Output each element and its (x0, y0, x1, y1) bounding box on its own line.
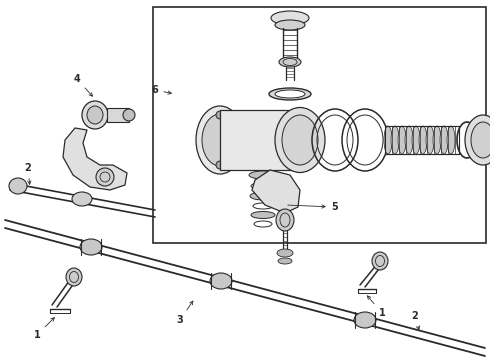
Ellipse shape (275, 90, 305, 98)
Text: 2: 2 (412, 311, 419, 329)
Ellipse shape (96, 168, 114, 186)
Ellipse shape (398, 126, 406, 154)
Text: 2: 2 (24, 163, 31, 184)
Ellipse shape (384, 126, 392, 154)
Ellipse shape (419, 126, 427, 154)
Ellipse shape (269, 88, 311, 100)
Ellipse shape (275, 108, 325, 172)
Ellipse shape (250, 192, 276, 200)
Ellipse shape (251, 212, 275, 219)
Ellipse shape (275, 20, 305, 30)
Text: 6: 6 (151, 85, 172, 95)
Ellipse shape (354, 312, 376, 328)
Ellipse shape (276, 209, 294, 231)
Ellipse shape (80, 239, 102, 255)
Ellipse shape (391, 126, 399, 154)
Ellipse shape (279, 57, 301, 67)
Ellipse shape (471, 122, 490, 158)
Ellipse shape (278, 258, 292, 264)
Bar (107, 108, 129, 122)
Bar (220, 110, 300, 170)
Text: 5: 5 (288, 202, 339, 212)
Ellipse shape (249, 171, 277, 179)
Ellipse shape (82, 101, 108, 129)
Ellipse shape (66, 268, 82, 286)
Polygon shape (63, 128, 127, 190)
Ellipse shape (433, 126, 441, 154)
Ellipse shape (447, 126, 455, 154)
Ellipse shape (440, 126, 448, 154)
Ellipse shape (216, 161, 224, 169)
Text: 1: 1 (34, 318, 54, 340)
Ellipse shape (465, 115, 490, 165)
Ellipse shape (123, 109, 135, 121)
Ellipse shape (372, 252, 388, 270)
Ellipse shape (282, 115, 318, 165)
Ellipse shape (196, 106, 244, 174)
Bar (153, 7, 486, 243)
Ellipse shape (271, 11, 309, 25)
Ellipse shape (72, 192, 92, 206)
Ellipse shape (216, 111, 224, 119)
Ellipse shape (412, 126, 420, 154)
Ellipse shape (210, 273, 232, 289)
Bar (385, 126, 459, 154)
Ellipse shape (277, 249, 293, 257)
Ellipse shape (426, 126, 434, 154)
Ellipse shape (87, 106, 103, 124)
Text: 4: 4 (74, 74, 93, 96)
Ellipse shape (202, 114, 238, 166)
Ellipse shape (405, 126, 413, 154)
Ellipse shape (9, 178, 27, 194)
Text: 3: 3 (176, 301, 193, 325)
Polygon shape (252, 170, 300, 213)
Text: 1: 1 (368, 296, 385, 318)
